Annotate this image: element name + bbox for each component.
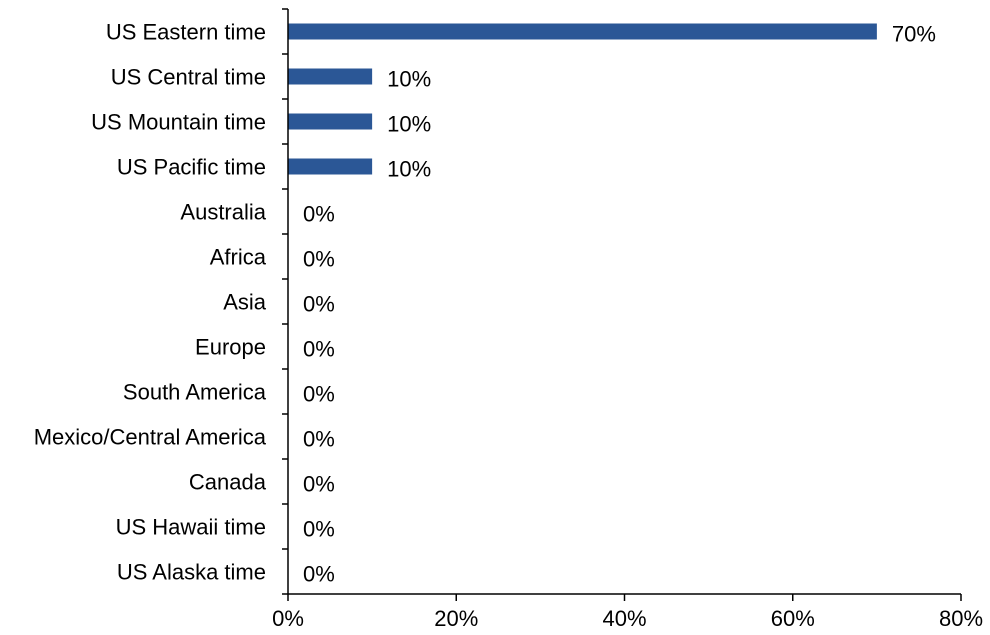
value-label: 0%: [303, 247, 335, 272]
value-label: 0%: [303, 472, 335, 497]
bar-4: [288, 158, 373, 175]
value-label: 10%: [387, 112, 431, 137]
x-tick-label: 0%: [272, 606, 304, 631]
category-label: US Pacific time: [117, 155, 266, 180]
value-label: 0%: [303, 517, 335, 542]
x-tick-label: 20%: [434, 606, 478, 631]
x-tick-labels: 0% 20% 40% 60% 80%: [272, 606, 983, 631]
category-label: US Hawaii time: [116, 515, 266, 540]
bar-2: [288, 68, 373, 85]
category-label: Asia: [223, 290, 267, 315]
x-tick-label: 80%: [939, 606, 983, 631]
category-label: Canada: [189, 470, 267, 495]
bar-1: [288, 23, 877, 40]
value-label: 10%: [387, 157, 431, 182]
x-tick-label: 40%: [602, 606, 646, 631]
value-label: 0%: [303, 562, 335, 587]
category-label: Africa: [210, 245, 267, 270]
category-label: South America: [123, 380, 267, 405]
category-label: Australia: [180, 200, 266, 225]
category-label: US Central time: [111, 65, 266, 90]
category-label: Mexico/Central America: [34, 425, 267, 450]
value-label: 0%: [303, 382, 335, 407]
value-label: 0%: [303, 202, 335, 227]
bars: [288, 23, 877, 175]
value-labels: 70% 10% 10% 10% 0% 0% 0% 0% 0% 0% 0% 0% 0%: [303, 22, 936, 587]
x-tick-label: 60%: [771, 606, 815, 631]
category-label: US Mountain time: [91, 110, 266, 135]
value-label: 0%: [303, 292, 335, 317]
value-label: 10%: [387, 67, 431, 92]
bar-3: [288, 113, 373, 130]
ticks: [282, 8, 962, 601]
category-labels: US Eastern time US Central time US Mountai…: [34, 20, 267, 585]
axes: [287, 9, 961, 595]
value-label: 0%: [303, 337, 335, 362]
value-label: 70%: [892, 22, 936, 47]
value-label: 0%: [303, 427, 335, 452]
category-label: US Eastern time: [106, 20, 266, 45]
category-label: US Alaska time: [117, 560, 266, 585]
category-label: Europe: [195, 335, 266, 360]
